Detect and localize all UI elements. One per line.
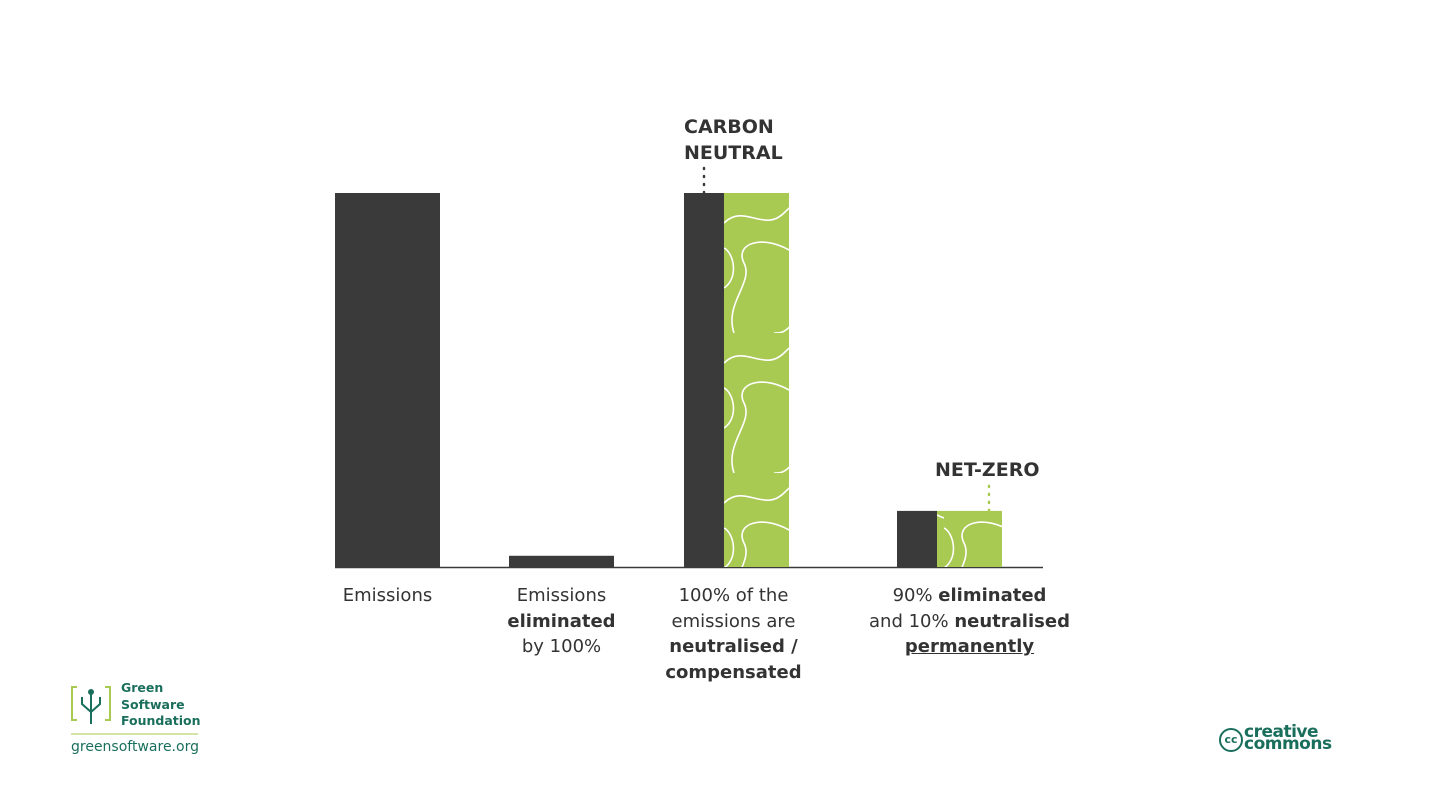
label-text: neutralised / — [669, 636, 798, 657]
license-line: commons — [1244, 734, 1332, 754]
label-line: Emissions — [268, 583, 508, 609]
annotation-line: NET-ZERO — [935, 459, 1040, 482]
label-text: permanently — [904, 636, 1035, 657]
label-line: Emissions — [442, 583, 682, 609]
label-line: and 10% neutralised — [850, 609, 1090, 635]
label-text: and 10% — [869, 610, 955, 632]
label-text: neutralised — [954, 610, 1070, 632]
gsf-icon — [71, 686, 111, 724]
license-symbol: cc — [1219, 728, 1243, 752]
annotation: NET-ZERO — [935, 458, 1039, 484]
logo-line: Foundation — [121, 713, 201, 728]
annotation-line: CARBON — [684, 116, 774, 138]
logo-line: Software — [121, 696, 185, 712]
license-text: creative commons — [1244, 722, 1332, 754]
bar — [897, 510, 937, 567]
logo-line: Green — [121, 680, 164, 695]
label-line: emissions are — [614, 609, 854, 635]
label-text: by 100% — [521, 636, 602, 657]
annotation-line: NEUTRAL — [684, 141, 783, 164]
bar — [724, 193, 789, 567]
x-tick-label: 90% eliminated and 10% neutralised permane… — [850, 583, 1090, 660]
label-line: eliminated — [442, 609, 682, 635]
label-line: compensated — [614, 660, 854, 686]
x-tick-label: 100% of the emissions are neutralised / com… — [614, 583, 854, 685]
label-text: Emissions — [342, 585, 433, 606]
label-text: compensated — [665, 661, 802, 683]
label-line: 90% eliminated — [850, 583, 1090, 609]
x-tick-label: Emissions — [268, 583, 508, 609]
label-text: Emissions — [516, 585, 607, 606]
logo-text: Green Software Foundation — [121, 680, 201, 730]
url: greensoftware.org — [71, 739, 199, 755]
label-text: 100% of the — [678, 585, 789, 606]
bar — [684, 193, 724, 567]
x-tick-label: Emissions eliminated by 100% — [442, 583, 682, 660]
bar — [937, 510, 1002, 567]
label-text: emissions are — [671, 610, 796, 632]
label-line: permanently — [850, 634, 1090, 660]
license-line: creative — [1244, 722, 1319, 742]
label-line: by 100% — [442, 634, 682, 660]
label-text: eliminated — [507, 610, 616, 632]
label-text: 90% — [892, 585, 939, 606]
label-text: eliminated — [938, 585, 1047, 606]
label-line: neutralised / — [614, 634, 854, 660]
label-line: 100% of the — [614, 583, 854, 609]
annotation: CARBON NEUTRAL — [684, 115, 783, 166]
bar — [335, 193, 440, 567]
bar — [509, 555, 614, 567]
